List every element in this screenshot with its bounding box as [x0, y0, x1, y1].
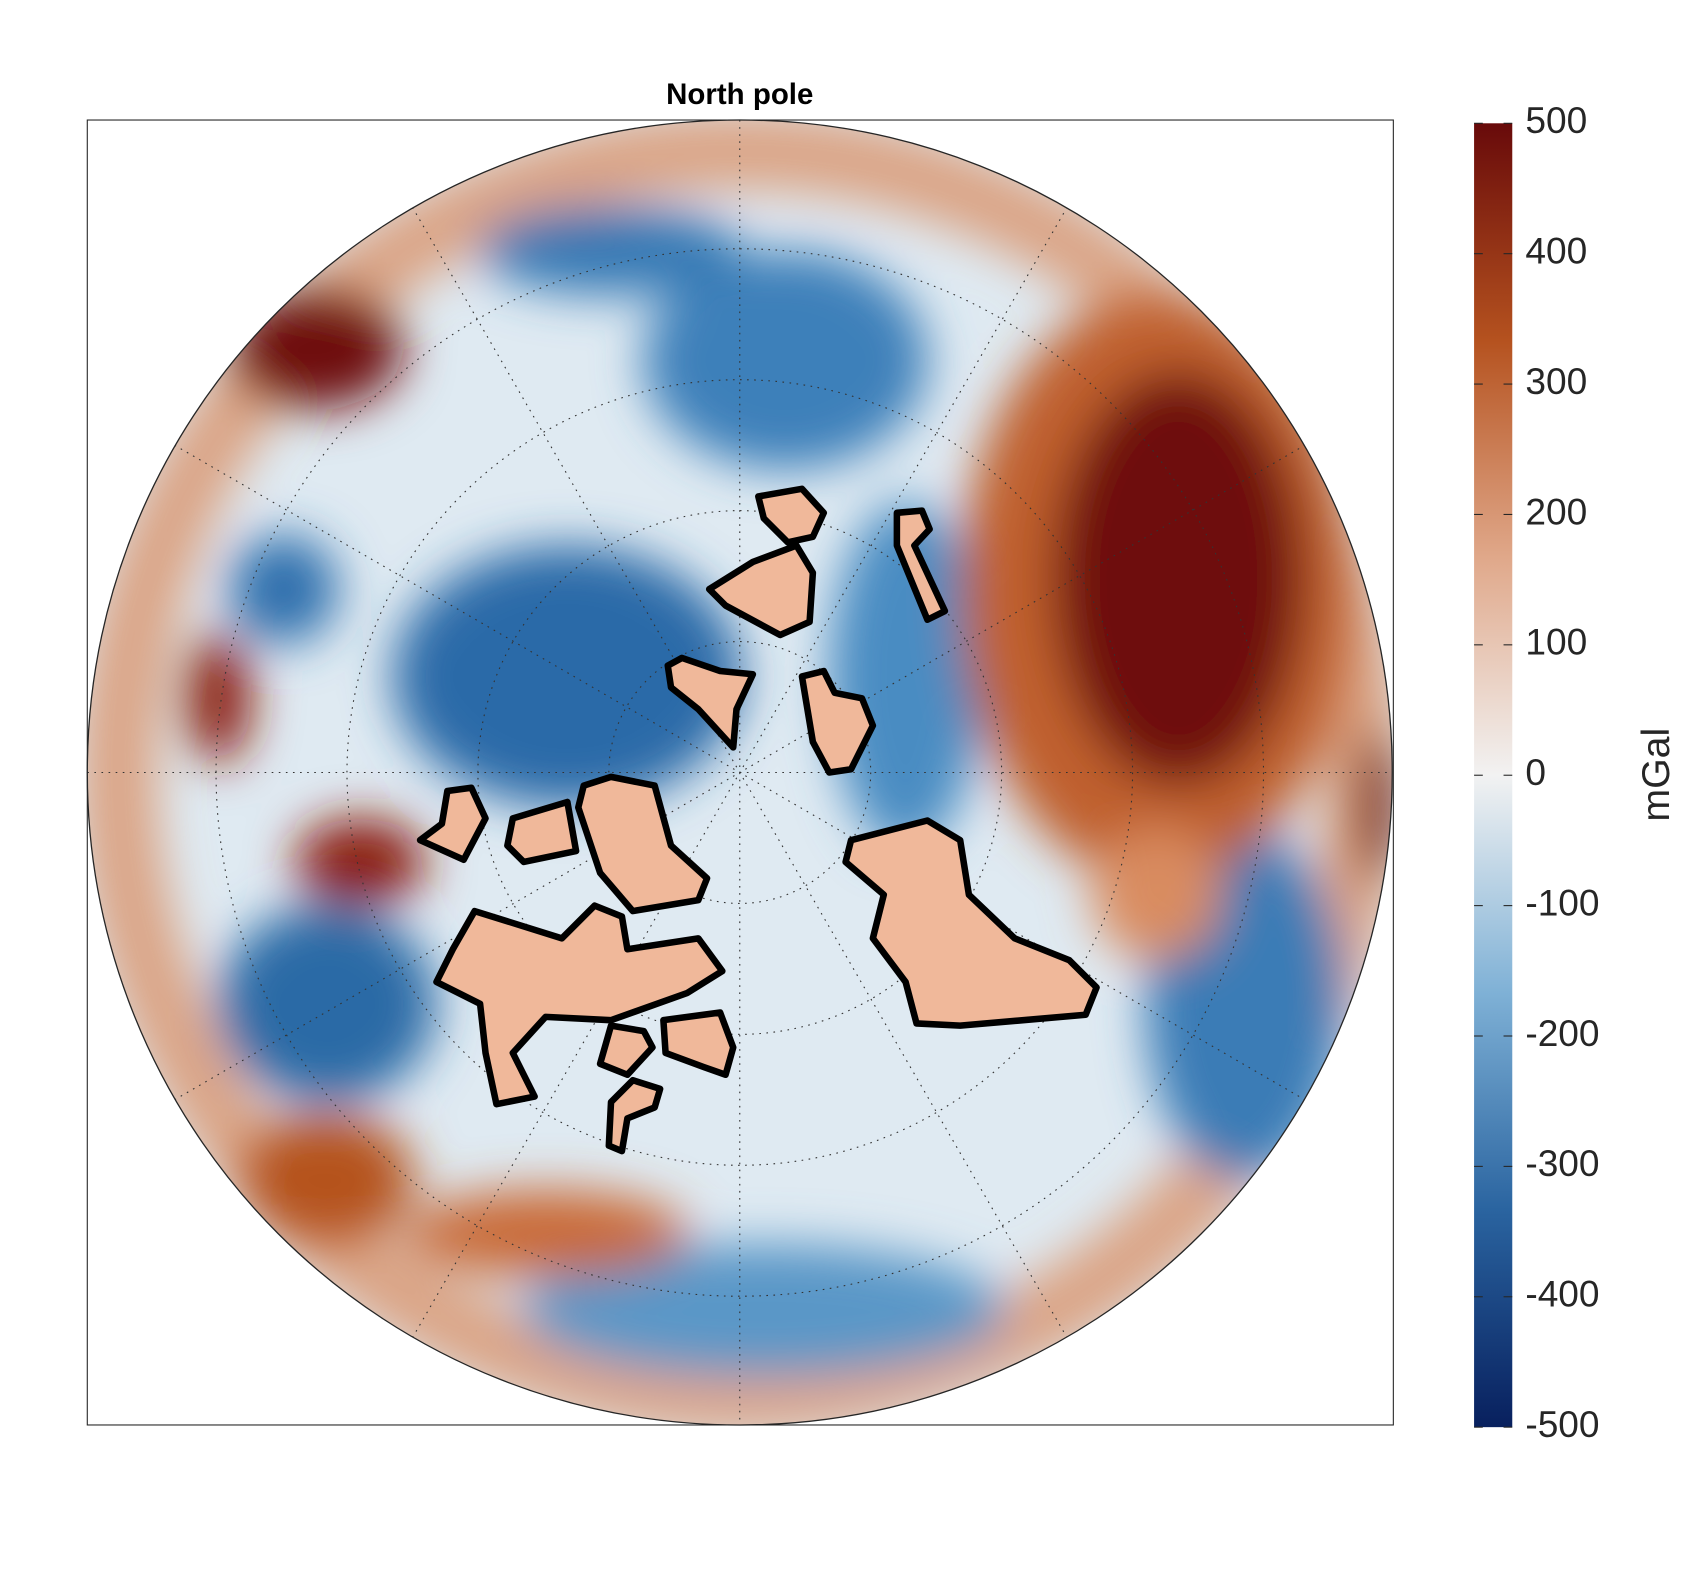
- anomaly-field: [87, 120, 1393, 1425]
- colorbar-tick-label: 100: [1525, 621, 1587, 663]
- colorbar-label: mGal: [1634, 728, 1678, 822]
- colorbar-tick-label: -100: [1525, 881, 1599, 923]
- map-field: [87, 120, 1393, 1425]
- graticule: [87, 120, 1393, 1425]
- colorbar-tick-label: -500: [1525, 1403, 1599, 1445]
- colorbar-tick-label: 400: [1525, 229, 1587, 271]
- colorbar-tick-label: -400: [1525, 1273, 1599, 1315]
- map-title: North pole: [666, 78, 813, 111]
- colorbar-tick-label: -300: [1525, 1142, 1599, 1184]
- colorbar-tick-label: 500: [1525, 99, 1587, 141]
- map-rim: [86, 119, 1393, 1426]
- colorbar-tick-label: 200: [1525, 490, 1587, 532]
- colorbar-tick-label: 300: [1525, 360, 1587, 402]
- colorbar-tick-label: -200: [1525, 1012, 1599, 1054]
- figure-content: North pole: [86, 78, 1678, 1445]
- outlined-regions: [416, 485, 1100, 1155]
- colorbar-tick-label: 0: [1525, 751, 1546, 793]
